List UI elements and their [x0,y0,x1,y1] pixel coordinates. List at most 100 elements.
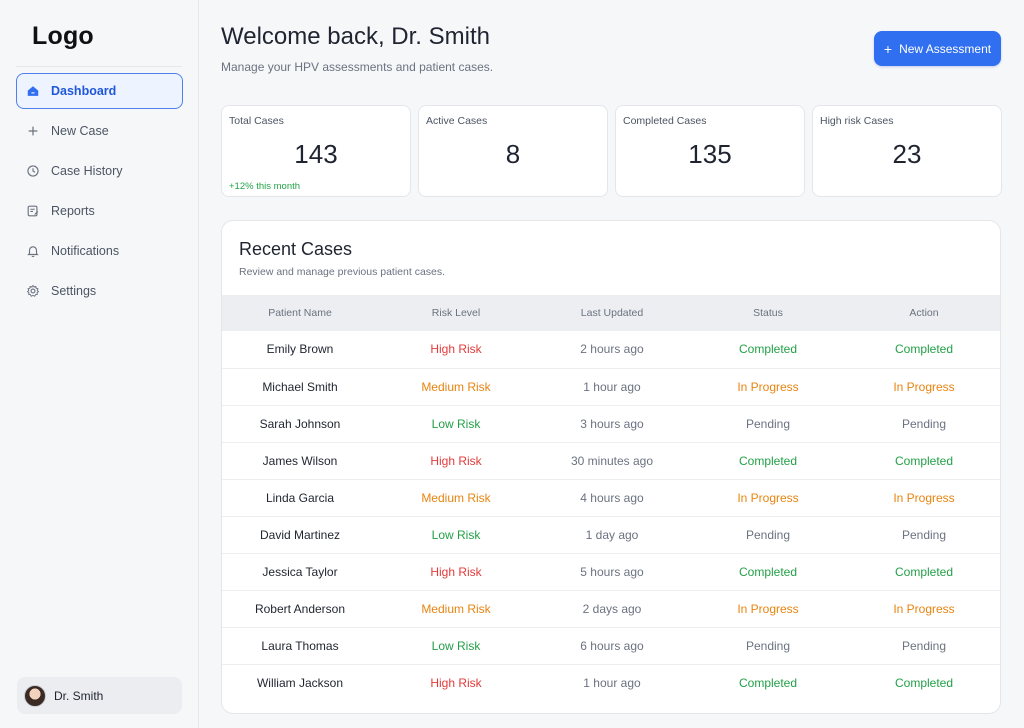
last-updated-cell: 1 day ago [585,527,639,542]
gear-icon [25,283,41,299]
user-profile-card[interactable]: Dr. Smith [17,677,182,714]
status-cell: Completed [738,675,798,690]
bell-icon [25,243,41,259]
recent-cases-title: Recent Cases [239,239,353,259]
table-row[interactable]: William Jackson High Risk 1 hour ago Comple… [222,664,1000,701]
sidebar-item-case-history[interactable]: Case History [16,153,183,189]
status-cell: In Progress [737,379,799,394]
table-row[interactable]: Sarah Johnson Low Risk 3 hours ago Pending P… [222,405,1000,442]
stat-card-completed-cases: Completed Cases 135 [615,105,805,197]
stat-card-high-risk-cases: High risk Cases 23 [812,105,1002,197]
risk-level-cell: High Risk [430,675,482,690]
risk-level-cell: Medium Risk [421,601,491,616]
action-cell[interactable]: In Progress [893,379,955,394]
sidebar-item-label: Dashboard [51,84,117,98]
status-cell: Pending [745,416,791,431]
table-row[interactable]: Jessica Taylor High Risk 5 hours ago Comple… [222,553,1000,590]
column-header-status: Status [753,307,783,319]
new-assessment-button[interactable]: + New Assessment [874,31,1001,66]
table-row[interactable]: Robert Anderson Medium Risk 2 days ago In P… [222,590,1000,627]
table-row[interactable]: James Wilson High Risk 30 minutes ago Compl… [222,442,1000,479]
table-row[interactable]: David Martinez Low Risk 1 day ago Pending Pe… [222,516,1000,553]
stat-value: 23 [892,139,922,169]
column-header-patient-name: Patient Name [268,307,332,319]
table-row[interactable]: Laura Thomas Low Risk 6 hours ago Pending Pe… [222,627,1000,664]
plus-icon: + [883,40,893,57]
action-cell[interactable]: Pending [901,416,947,431]
stat-card-active-cases: Active Cases 8 [418,105,608,197]
action-cell[interactable]: In Progress [893,490,955,505]
report-icon [25,203,41,219]
last-updated-cell: 4 hours ago [580,490,644,505]
stat-label: Total Cases [229,115,284,127]
stat-value: 143 [294,139,338,169]
table-row[interactable]: Michael Smith Medium Risk 1 hour ago In Pro… [222,368,1000,405]
column-header-action: Action [909,307,939,319]
history-icon [25,163,41,179]
stat-label: Completed Cases [623,115,707,127]
sidebar-item-label: Case History [51,164,123,178]
sidebar-divider [16,66,182,67]
stat-value: 8 [505,139,521,169]
status-cell: Completed [738,342,798,357]
action-cell[interactable]: Pending [901,638,947,653]
table-row[interactable]: Linda Garcia Medium Risk 4 hours ago In Pro… [222,479,1000,516]
recent-cases-body: Emily Brown High Risk 2 hours ago Completed… [222,331,1000,701]
column-header-last-updated: Last Updated [580,307,644,319]
column-header-risk-level: Risk Level [431,307,481,319]
sidebar-item-settings[interactable]: Settings [16,273,183,309]
last-updated-cell: 5 hours ago [580,564,644,579]
action-cell[interactable]: Completed [894,453,954,468]
patient-name-cell: Robert Anderson [254,601,346,616]
sidebar-nav: Dashboard New Case Case History Reports [16,73,183,313]
page-title: Welcome back, Dr. Smith [221,23,490,50]
patient-name-cell: Emily Brown [266,342,334,357]
last-updated-cell: 1 hour ago [583,675,641,690]
patient-name-cell: William Jackson [256,675,343,690]
risk-level-cell: Low Risk [431,527,481,542]
user-name: Dr. Smith [54,688,104,703]
risk-level-cell: Medium Risk [421,379,491,394]
action-cell[interactable]: Completed [894,675,954,690]
patient-name-cell: Michael Smith [262,379,338,394]
sidebar-item-reports[interactable]: Reports [16,193,183,229]
last-updated-cell: 1 hour ago [583,379,641,394]
last-updated-cell: 30 minutes ago [570,453,654,468]
status-cell: Completed [738,564,798,579]
risk-level-cell: High Risk [430,564,482,579]
stat-label: High risk Cases [820,115,894,127]
risk-level-cell: Low Risk [431,416,481,431]
action-cell[interactable]: In Progress [893,601,955,616]
sidebar-item-label: Notifications [51,244,120,258]
risk-level-cell: High Risk [430,453,482,468]
last-updated-cell: 2 hours ago [580,342,644,357]
patient-name-cell: James Wilson [262,453,338,468]
last-updated-cell: 3 hours ago [580,416,644,431]
recent-cases-panel: Recent Cases Review and manage previous … [221,220,1001,714]
sidebar-item-label: Settings [51,284,97,298]
avatar [24,684,46,707]
sidebar-item-new-case[interactable]: New Case [16,113,183,149]
sidebar-item-dashboard[interactable]: Dashboard [16,73,183,109]
home-icon [25,83,41,99]
action-cell[interactable]: Completed [894,564,954,579]
patient-name-cell: David Martinez [259,527,341,542]
status-cell: Pending [745,638,791,653]
action-cell[interactable]: Completed [894,342,954,357]
sidebar-item-notifications[interactable]: Notifications [16,233,183,269]
sidebar-item-label: New Case [51,124,109,138]
stat-label: Active Cases [426,115,488,127]
table-header-row: Patient Name Risk Level Last Updated Sta… [222,295,1000,331]
risk-level-cell: Low Risk [431,638,481,653]
action-cell[interactable]: Pending [901,527,947,542]
status-cell: In Progress [737,490,799,505]
table-row[interactable]: Emily Brown High Risk 2 hours ago Completed… [222,331,1000,368]
sidebar: Logo Dashboard New Case Case History [0,0,199,728]
page-subtitle: Manage your HPV assessments and patient … [221,60,494,74]
status-cell: In Progress [737,601,799,616]
recent-cases-subtitle: Review and manage previous patient cases… [239,266,446,278]
last-updated-cell: 2 days ago [582,601,642,616]
recent-cases-table: Patient Name Risk Level Last Updated Sta… [222,295,1000,701]
logo: Logo [32,22,94,50]
